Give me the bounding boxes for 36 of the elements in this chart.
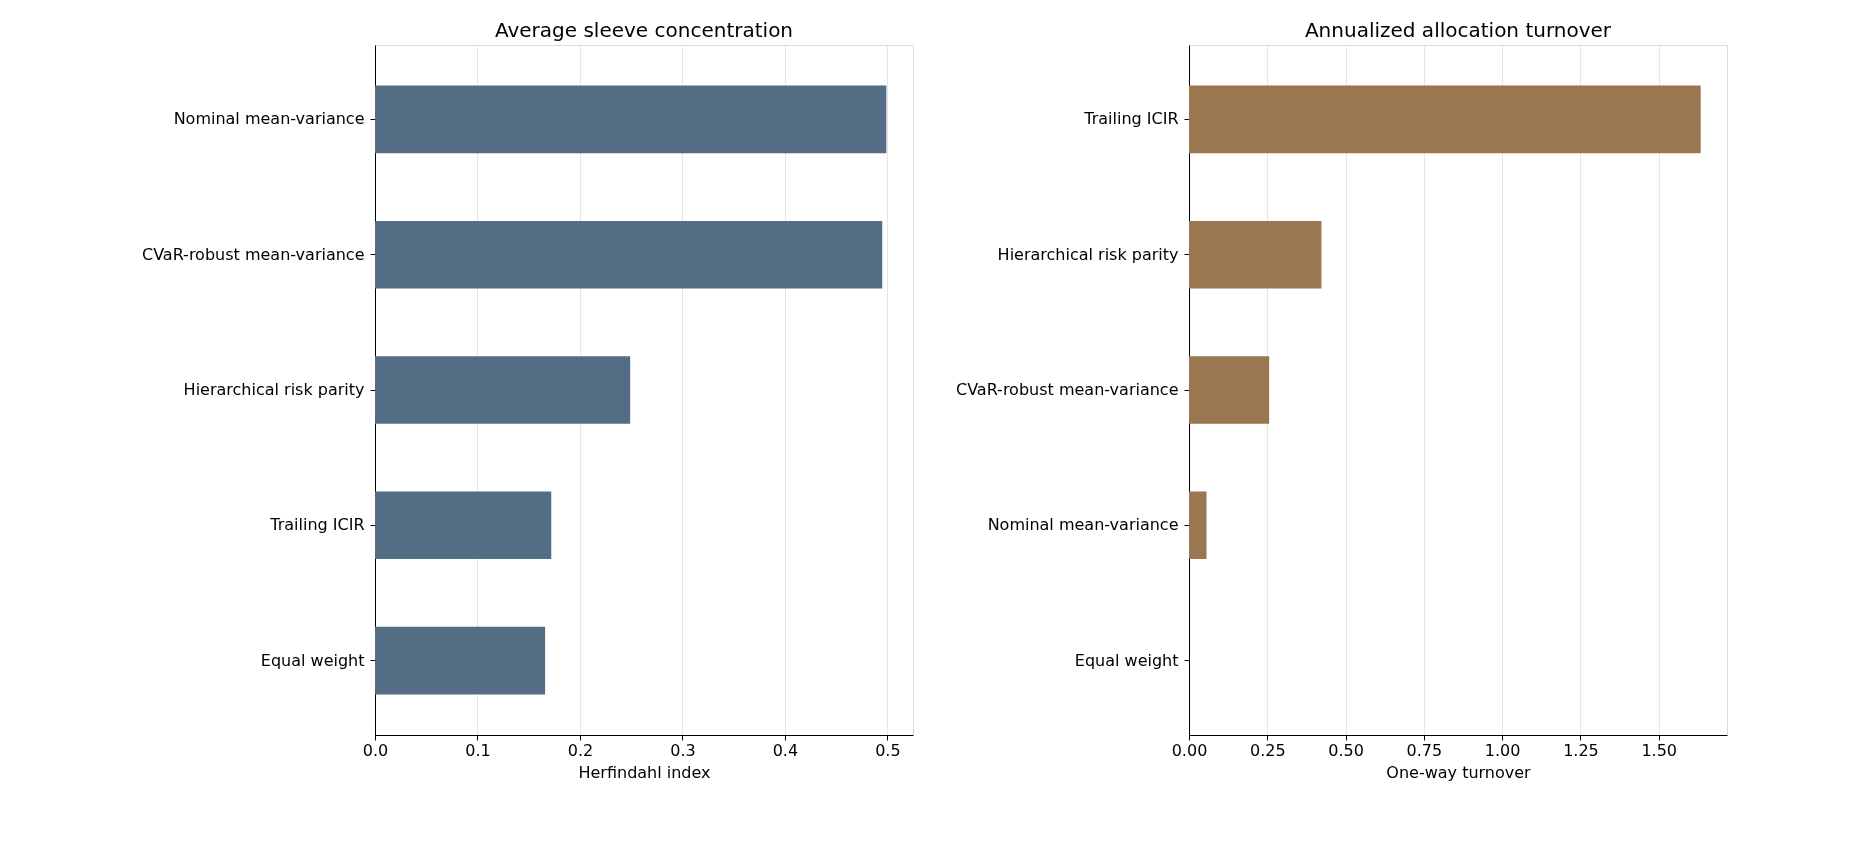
x-tick-label: 0.4 [772,740,799,760]
x-tick-label: 0.5 [875,740,901,760]
bar [375,85,887,154]
x-tick-label: 0.1 [465,740,491,760]
y-tick-label: CVaR-robust mean-variance [141,244,365,264]
bar [375,626,546,695]
bar [1189,356,1270,424]
y-tick-label: Equal weight [1074,650,1179,670]
bar [375,491,552,560]
x-tick-label: 0.25 [1249,740,1286,760]
bar [1189,220,1322,289]
y-tick-label: Nominal mean-variance [173,109,365,129]
y-tick-label: Trailing ICIR [269,515,365,535]
y-tick-label: CVaR-robust mean-variance [955,380,1179,399]
x-tick-label: 0.3 [670,740,696,760]
y-tick-label: Nominal mean-variance [987,515,1179,535]
bar [1189,491,1207,560]
chart-title: Average sleeve concentration [494,18,794,42]
x-tick-label: 1.00 [1484,740,1521,760]
x-tick-label: 0.75 [1406,740,1443,760]
y-tick-label: Trailing ICIR [1083,109,1179,129]
x-tick-label: 0.2 [567,740,594,760]
x-tick-label: 1.50 [1641,740,1678,760]
x-tick-label: 0.50 [1328,740,1364,760]
x-axis-title: Herfindahl index [578,762,711,782]
y-tick-label: Hierarchical risk parity [997,244,1179,264]
bar [375,356,631,424]
y-tick-label: Equal weight [260,650,365,670]
y-tick-label: Hierarchical risk parity [183,380,365,399]
x-tick-label: 0.00 [1171,740,1208,760]
x-tick-label: 0.0 [362,740,389,760]
bar [375,220,883,289]
x-axis-title: One-way turnover [1386,762,1532,782]
bar [1189,85,1701,154]
x-tick-label: 1.25 [1563,740,1599,760]
chart-title: Annualized allocation turnover [1304,18,1612,42]
